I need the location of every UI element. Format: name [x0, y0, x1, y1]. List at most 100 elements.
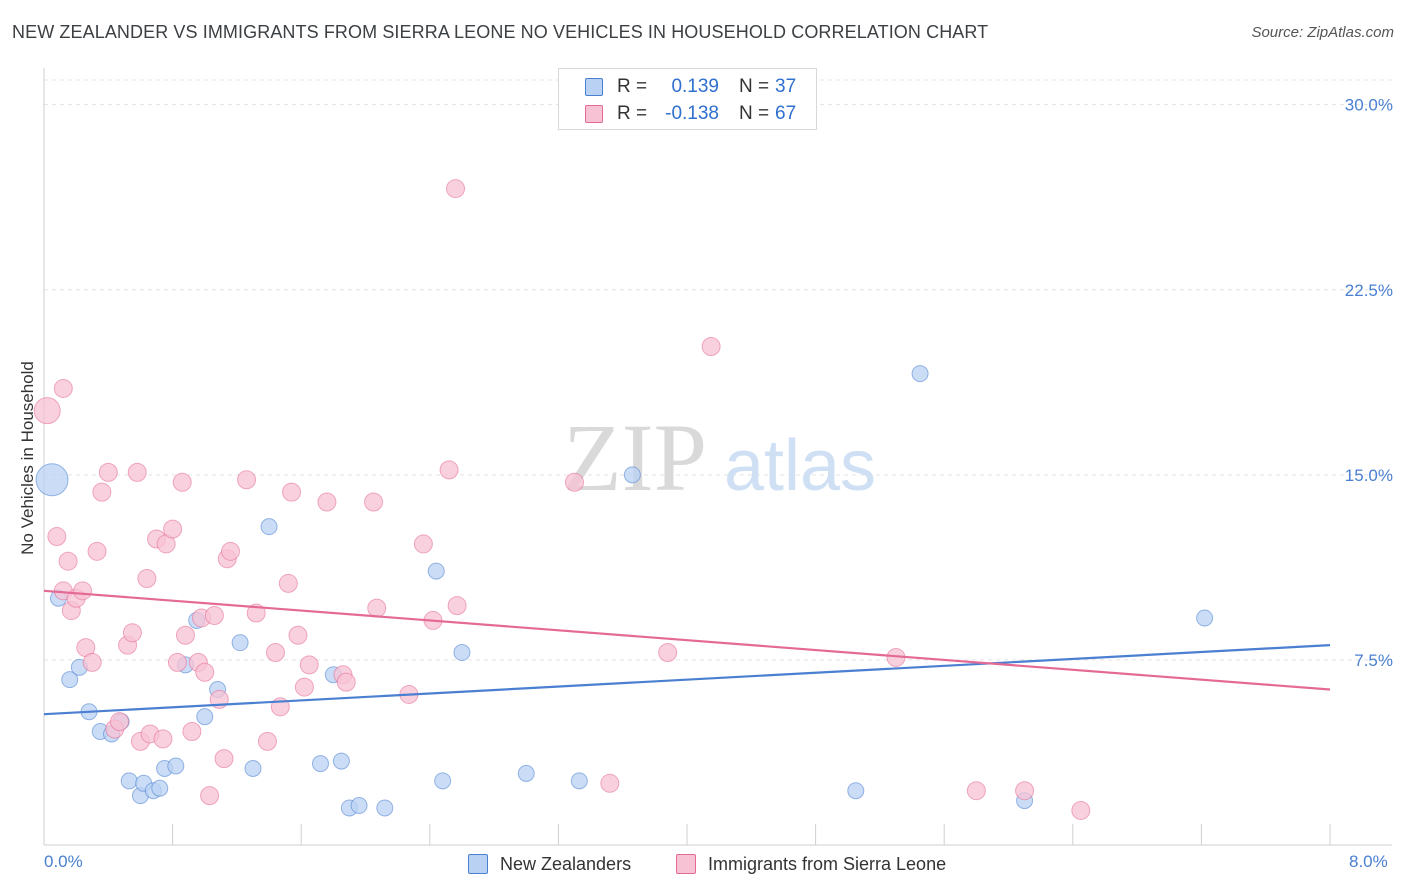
new-zealander-point [311, 755, 329, 773]
sierra-leone-point [33, 397, 61, 425]
new-zealander-point [61, 671, 79, 689]
sierra-leone-point [137, 568, 157, 588]
sierra-leone-point [447, 596, 467, 616]
sierra-leone-point [167, 652, 187, 672]
new-zealander-point [376, 799, 394, 817]
new-zealander-point [623, 466, 641, 484]
sierra-leone-point [265, 643, 285, 663]
legend-swatch-blue [585, 78, 603, 96]
new-zealander-point [244, 760, 262, 777]
legend-swatch-pink [585, 105, 603, 123]
sierra-leone-point [53, 378, 73, 398]
legend-row-new-zealanders: R = 0.139 N = 37 [585, 75, 796, 99]
bottom-legend-label: New Zealanders [500, 853, 632, 874]
sierra-leone-point [288, 625, 308, 645]
sierra-leone-point [966, 781, 986, 801]
new-zealander-point [427, 562, 445, 580]
watermark: ZIP atlas [563, 404, 876, 511]
sierra-leone-point [204, 606, 224, 625]
sierra-leone-point [73, 581, 93, 601]
sierra-leone-point [220, 541, 240, 561]
y-tick-label: 22.5% [1345, 281, 1393, 300]
sierra-leone-point [110, 712, 130, 732]
legend-r-label: R = [617, 76, 648, 97]
sierra-leone-point [257, 731, 277, 751]
y-tick-labels: 7.5% 15.0% 22.5% 30.0% [1345, 96, 1393, 670]
trend-lines [43, 589, 1331, 716]
sierra-leone-point [364, 492, 384, 512]
sierra-leone-point [175, 625, 195, 645]
new-zealander-point [517, 764, 535, 782]
chart-title: NEW ZEALANDER VS IMMIGRANTS FROM SIERRA … [12, 22, 989, 42]
sierra-leone-point [294, 677, 314, 697]
bottom-legend-swatch-blue [468, 854, 488, 874]
sierra-leone-trend-line [43, 589, 1331, 691]
axes [43, 68, 1392, 846]
legend-n-label: N = [739, 76, 770, 97]
legend-row-sierra-leone: R = -0.138 N = 67 [585, 102, 796, 126]
new-zealander-point [453, 644, 471, 662]
watermark-zip: ZIP [563, 404, 707, 511]
y-tick-label: 30.0% [1345, 96, 1393, 115]
correlation-legend: R = 0.139 N = 37 R = -0.138 N = 67 [558, 68, 817, 130]
y-tick-label: 7.5% [1354, 651, 1393, 670]
legend-n-value: 37 [775, 76, 797, 97]
y-tick-label: 15.0% [1345, 466, 1393, 485]
sierra-leone-point [153, 729, 173, 749]
sierra-leone-point [47, 527, 67, 547]
new-zealander-point [332, 752, 350, 770]
sierra-leone-point [214, 749, 234, 769]
legend-n-value: 67 [775, 103, 797, 124]
source-credit: Source: ZipAtlas.com [1251, 24, 1394, 41]
new-zealander-point [570, 772, 588, 790]
sierra-leone-point [127, 462, 147, 482]
new-zealander-point [231, 634, 249, 652]
sierra-leone-point [195, 662, 215, 682]
grid-lines [44, 79, 1392, 661]
sierra-leone-point [237, 470, 257, 490]
sierra-leone-point [564, 472, 584, 492]
legend-r-value: -0.138 [665, 103, 719, 124]
legend-r-label: R = [617, 103, 648, 124]
sierra-leone-point [182, 721, 202, 741]
y-axis-label: No Vehicles in Household [18, 361, 37, 555]
new-zealander-point [151, 779, 169, 797]
sierra-leone-point [87, 541, 107, 561]
bottom-legend-sierra-leone: Immigrants from Sierra Leone [676, 852, 946, 876]
sierra-leone-point [1071, 800, 1091, 820]
new-zealander-point [350, 797, 368, 815]
bottom-legend-swatch-pink [676, 854, 696, 874]
legend-r-value: 0.139 [671, 76, 719, 97]
sierra-leone-point [701, 337, 721, 357]
sierra-leone-point [122, 623, 142, 643]
new-zealander-point [434, 772, 452, 790]
sierra-leone-point [163, 519, 183, 539]
sierra-leone-point [446, 179, 466, 199]
sierra-leone-point [92, 482, 112, 502]
new-zealander-point [167, 757, 185, 775]
new-zealander-point [1196, 609, 1214, 627]
new-zealander-point [911, 365, 929, 383]
sierra-leone-point [82, 652, 102, 672]
sierra-leone-point [200, 786, 220, 806]
bottom-legend-label: Immigrants from Sierra Leone [708, 853, 947, 874]
bottom-legend-new-zealanders: New Zealanders [468, 852, 631, 876]
new-zealander-point [847, 782, 865, 800]
new-zealander-trend-line [43, 644, 1331, 716]
sierra-leone-point [600, 773, 620, 793]
sierra-leone-point [658, 643, 678, 663]
new-zealander-point [196, 708, 214, 726]
x-tick-min: 0.0% [44, 852, 83, 871]
new-zealander-point [35, 463, 69, 497]
sierra-leone-point [282, 482, 302, 502]
new-zealander-point [260, 518, 278, 536]
new-zealander-point [120, 772, 138, 790]
sierra-leone-point [413, 534, 433, 554]
sierra-leone-point [439, 460, 459, 480]
sierra-leone-point [98, 462, 118, 482]
sierra-leone-point [336, 672, 356, 692]
sierra-leone-point [58, 551, 78, 571]
sierra-leone-point [299, 655, 319, 675]
watermark-atlas: atlas [724, 426, 876, 506]
